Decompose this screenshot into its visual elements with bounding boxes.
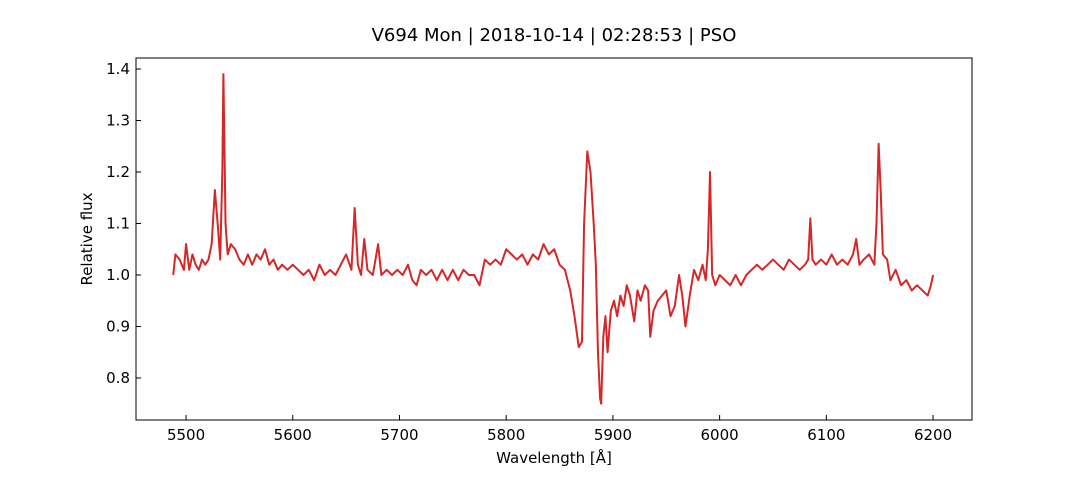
x-tick-label: 5900 <box>594 426 632 444</box>
y-tick-label: 1.4 <box>106 60 130 78</box>
x-tick-label: 5800 <box>487 426 525 444</box>
x-tick-label: 5700 <box>380 426 418 444</box>
spectrum-line <box>172 73 935 405</box>
x-tick-label: 5500 <box>167 426 205 444</box>
x-tick-label: 6000 <box>701 426 739 444</box>
plot-frame <box>135 57 973 421</box>
x-tick-label: 5600 <box>274 426 312 444</box>
y-tick-label: 1.2 <box>106 163 130 181</box>
y-tick-label: 0.9 <box>106 317 130 335</box>
x-tick-label: 6100 <box>807 426 845 444</box>
x-axis-label: Wavelength [Å] <box>496 448 612 467</box>
y-tick-label: 0.8 <box>106 369 130 387</box>
y-tick-label: 1.3 <box>106 112 130 130</box>
y-tick-label: 1.1 <box>106 215 130 233</box>
y-tick-label: 1.0 <box>106 266 130 284</box>
x-tick-label: 6200 <box>914 426 952 444</box>
chart-title: V694 Mon | 2018-10-14 | 02:28:53 | PSO <box>372 25 737 46</box>
y-axis-label: Relative flux <box>78 192 96 285</box>
